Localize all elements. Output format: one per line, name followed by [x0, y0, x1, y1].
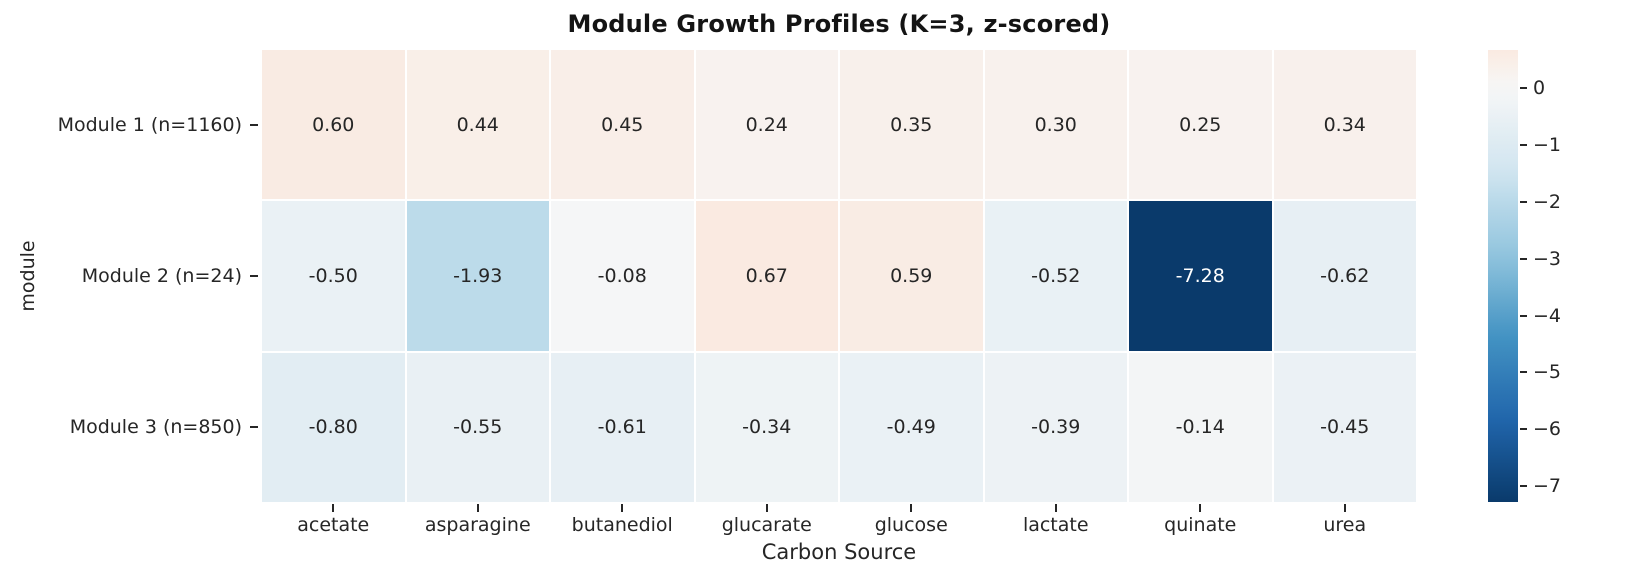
heatmap-cell: 0.35	[840, 50, 983, 200]
heatmap-cell: 0.45	[551, 50, 694, 200]
row-label: Module 1 (n=1160)	[57, 113, 242, 136]
heatmap-cell: -0.45	[1273, 352, 1416, 502]
x-tick-mark	[621, 504, 624, 512]
heatmap-cell: -0.61	[551, 352, 694, 502]
heatmap-cell: -1.93	[406, 201, 549, 351]
heatmap-cell: 0.67	[695, 201, 838, 351]
column-label: glucarate	[721, 514, 812, 536]
colorbar-tick-label: −7	[1533, 475, 1562, 497]
heatmap-cell: 0.44	[406, 50, 549, 200]
y-tick-mark	[1520, 371, 1527, 373]
y-tick-mark	[250, 275, 258, 277]
x-tick-mark	[910, 504, 913, 512]
colorbar-tick-label: 0	[1533, 77, 1546, 99]
heatmap-cell: -0.49	[840, 352, 983, 502]
colorbar-tick-label: −2	[1533, 191, 1562, 213]
column-label: urea	[1323, 514, 1367, 536]
x-tick-mark	[1343, 504, 1346, 512]
heatmap-cell: -7.28	[1129, 201, 1272, 351]
column-label: glucose	[874, 514, 948, 536]
heatmap-cell: -0.14	[1129, 352, 1272, 502]
colorbar	[1488, 50, 1518, 502]
y-tick-mark	[250, 426, 258, 429]
y-tick-mark	[1520, 258, 1527, 260]
y-tick-mark	[250, 123, 258, 126]
chart-title: Module Growth Profiles (K=3, z-scored)	[567, 10, 1111, 38]
y-tick-mark	[1520, 485, 1527, 487]
heatmap-cell: 0.24	[695, 50, 838, 200]
column-label: lactate	[1022, 514, 1089, 536]
colorbar-tick-label: −1	[1533, 134, 1562, 156]
x-tick-mark	[765, 504, 768, 512]
colorbar-tick-label: −5	[1533, 361, 1562, 383]
y-tick-mark	[1520, 144, 1527, 146]
heatmap-cell: -0.34	[695, 352, 838, 502]
column-label: asparagine	[424, 514, 531, 536]
heatmap-cell: 0.25	[1129, 50, 1272, 200]
x-tick-mark	[1199, 504, 1202, 512]
heatmap-cell: -0.50	[262, 201, 405, 351]
heatmap-cell: -0.08	[551, 201, 694, 351]
heatmap-cell: -0.55	[406, 352, 549, 502]
heatmap-cell: 0.59	[840, 201, 983, 351]
y-tick-mark	[1520, 201, 1527, 203]
colorbar-tick-label: −6	[1533, 418, 1562, 440]
colorbar-tick-label: −3	[1533, 248, 1562, 270]
x-tick-mark	[1054, 504, 1057, 512]
x-axis-label: Carbon Source	[761, 540, 917, 564]
heatmap-cell: 0.30	[984, 50, 1127, 200]
column-label: acetate	[297, 514, 370, 536]
column-label: quinate	[1164, 514, 1237, 536]
y-tick-mark	[1520, 428, 1527, 430]
row-label: Module 3 (n=850)	[69, 416, 242, 439]
heatmap-grid: 0.60 0.44 0.45 0.24 0.35 0.30 0.25 0.34 -0.50 -1.…	[262, 50, 1416, 502]
x-tick-mark	[332, 504, 335, 512]
heatmap-cell: 0.34	[1273, 50, 1416, 200]
row-label: Module 2 (n=24)	[81, 265, 242, 287]
x-tick-mark	[476, 504, 479, 512]
heatmap-cell: -0.39	[984, 352, 1127, 502]
y-tick-mark	[1520, 315, 1527, 317]
heatmap-cell: -0.80	[262, 352, 405, 502]
heatmap-cell: 0.60	[262, 50, 405, 200]
y-tick-mark	[1520, 87, 1527, 89]
heatmap-cell: -0.62	[1273, 201, 1416, 351]
column-label: butanediol	[571, 514, 673, 536]
heatmap-cell: -0.52	[984, 201, 1127, 351]
colorbar-tick-label: −4	[1533, 305, 1562, 327]
